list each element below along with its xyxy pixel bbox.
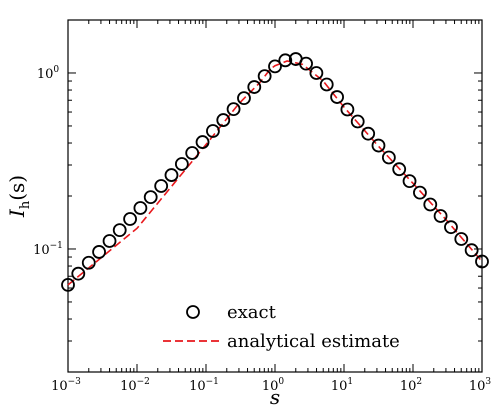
legend-exact-label: exact bbox=[227, 302, 277, 323]
exact-data-point bbox=[164, 168, 179, 182]
exact-data-point bbox=[464, 243, 479, 258]
exact-data-point bbox=[330, 90, 344, 104]
exact-data-point bbox=[257, 69, 272, 83]
exact-data-point bbox=[454, 232, 469, 246]
exact-marker-layer bbox=[61, 52, 489, 292]
exact-data-point bbox=[174, 157, 189, 171]
x-tick-label: 102 bbox=[400, 377, 422, 394]
x-tick-label: 101 bbox=[331, 377, 353, 394]
exact-data-point bbox=[361, 126, 376, 141]
exact-data-point bbox=[444, 220, 458, 235]
y-axis-ticks: 10−1 100 bbox=[33, 19, 482, 373]
x-axis-ticks: 10−3 10−2 10−1 100 101 102 103 bbox=[51, 20, 491, 394]
exact-data-point bbox=[309, 66, 324, 80]
exact-data-point bbox=[143, 190, 158, 205]
exact-data-point bbox=[278, 53, 293, 68]
exact-data-point bbox=[185, 146, 200, 160]
exact-data-point bbox=[112, 223, 127, 238]
exact-data-point bbox=[71, 266, 86, 281]
x-axis-label: s bbox=[270, 385, 280, 409]
y-axis-label: Ih(s) bbox=[5, 175, 33, 218]
exact-data-point bbox=[402, 174, 417, 189]
exact-data-point bbox=[133, 201, 148, 215]
x-tick-label: 100 bbox=[262, 377, 285, 394]
exact-data-point bbox=[206, 124, 220, 138]
x-tick-label: 10−3 bbox=[51, 377, 81, 394]
legend-exact-marker bbox=[186, 305, 200, 319]
exact-data-point bbox=[102, 234, 117, 248]
exact-data-point bbox=[247, 80, 262, 94]
exact-data-point bbox=[154, 179, 169, 193]
x-tick-label: 103 bbox=[469, 377, 492, 394]
exact-data-point bbox=[237, 91, 251, 105]
exact-data-point bbox=[392, 162, 407, 177]
exact-data-point bbox=[350, 114, 365, 129]
exact-data-point bbox=[381, 150, 396, 165]
exact-data-point bbox=[81, 255, 96, 270]
exact-data-point bbox=[226, 102, 241, 117]
legend-analytical-label: analytical estimate bbox=[227, 331, 400, 352]
analytical-estimate-line bbox=[67, 60, 483, 286]
exact-data-point bbox=[371, 138, 386, 153]
x-tick-label: 10−1 bbox=[189, 377, 219, 394]
y-tick-label: 100 bbox=[37, 65, 60, 82]
exact-data-point bbox=[195, 135, 210, 149]
legend: exact analytical estimate bbox=[163, 302, 400, 352]
exact-data-point bbox=[475, 254, 489, 269]
exact-data-point bbox=[299, 56, 313, 71]
exact-data-point bbox=[423, 197, 438, 212]
exact-data-point bbox=[61, 278, 75, 292]
exact-data-point bbox=[268, 59, 282, 74]
exact-data-point bbox=[413, 185, 427, 200]
y-tick-label: 10−1 bbox=[33, 241, 63, 258]
exact-data-point bbox=[340, 102, 355, 117]
x-tick-label: 10−2 bbox=[120, 377, 150, 394]
exact-data-point bbox=[123, 212, 137, 226]
exact-data-point bbox=[433, 209, 448, 223]
exact-data-point bbox=[319, 77, 334, 92]
exact-data-point bbox=[216, 113, 231, 127]
exact-data-point bbox=[92, 245, 106, 259]
analytical-curve-layer bbox=[67, 60, 483, 286]
